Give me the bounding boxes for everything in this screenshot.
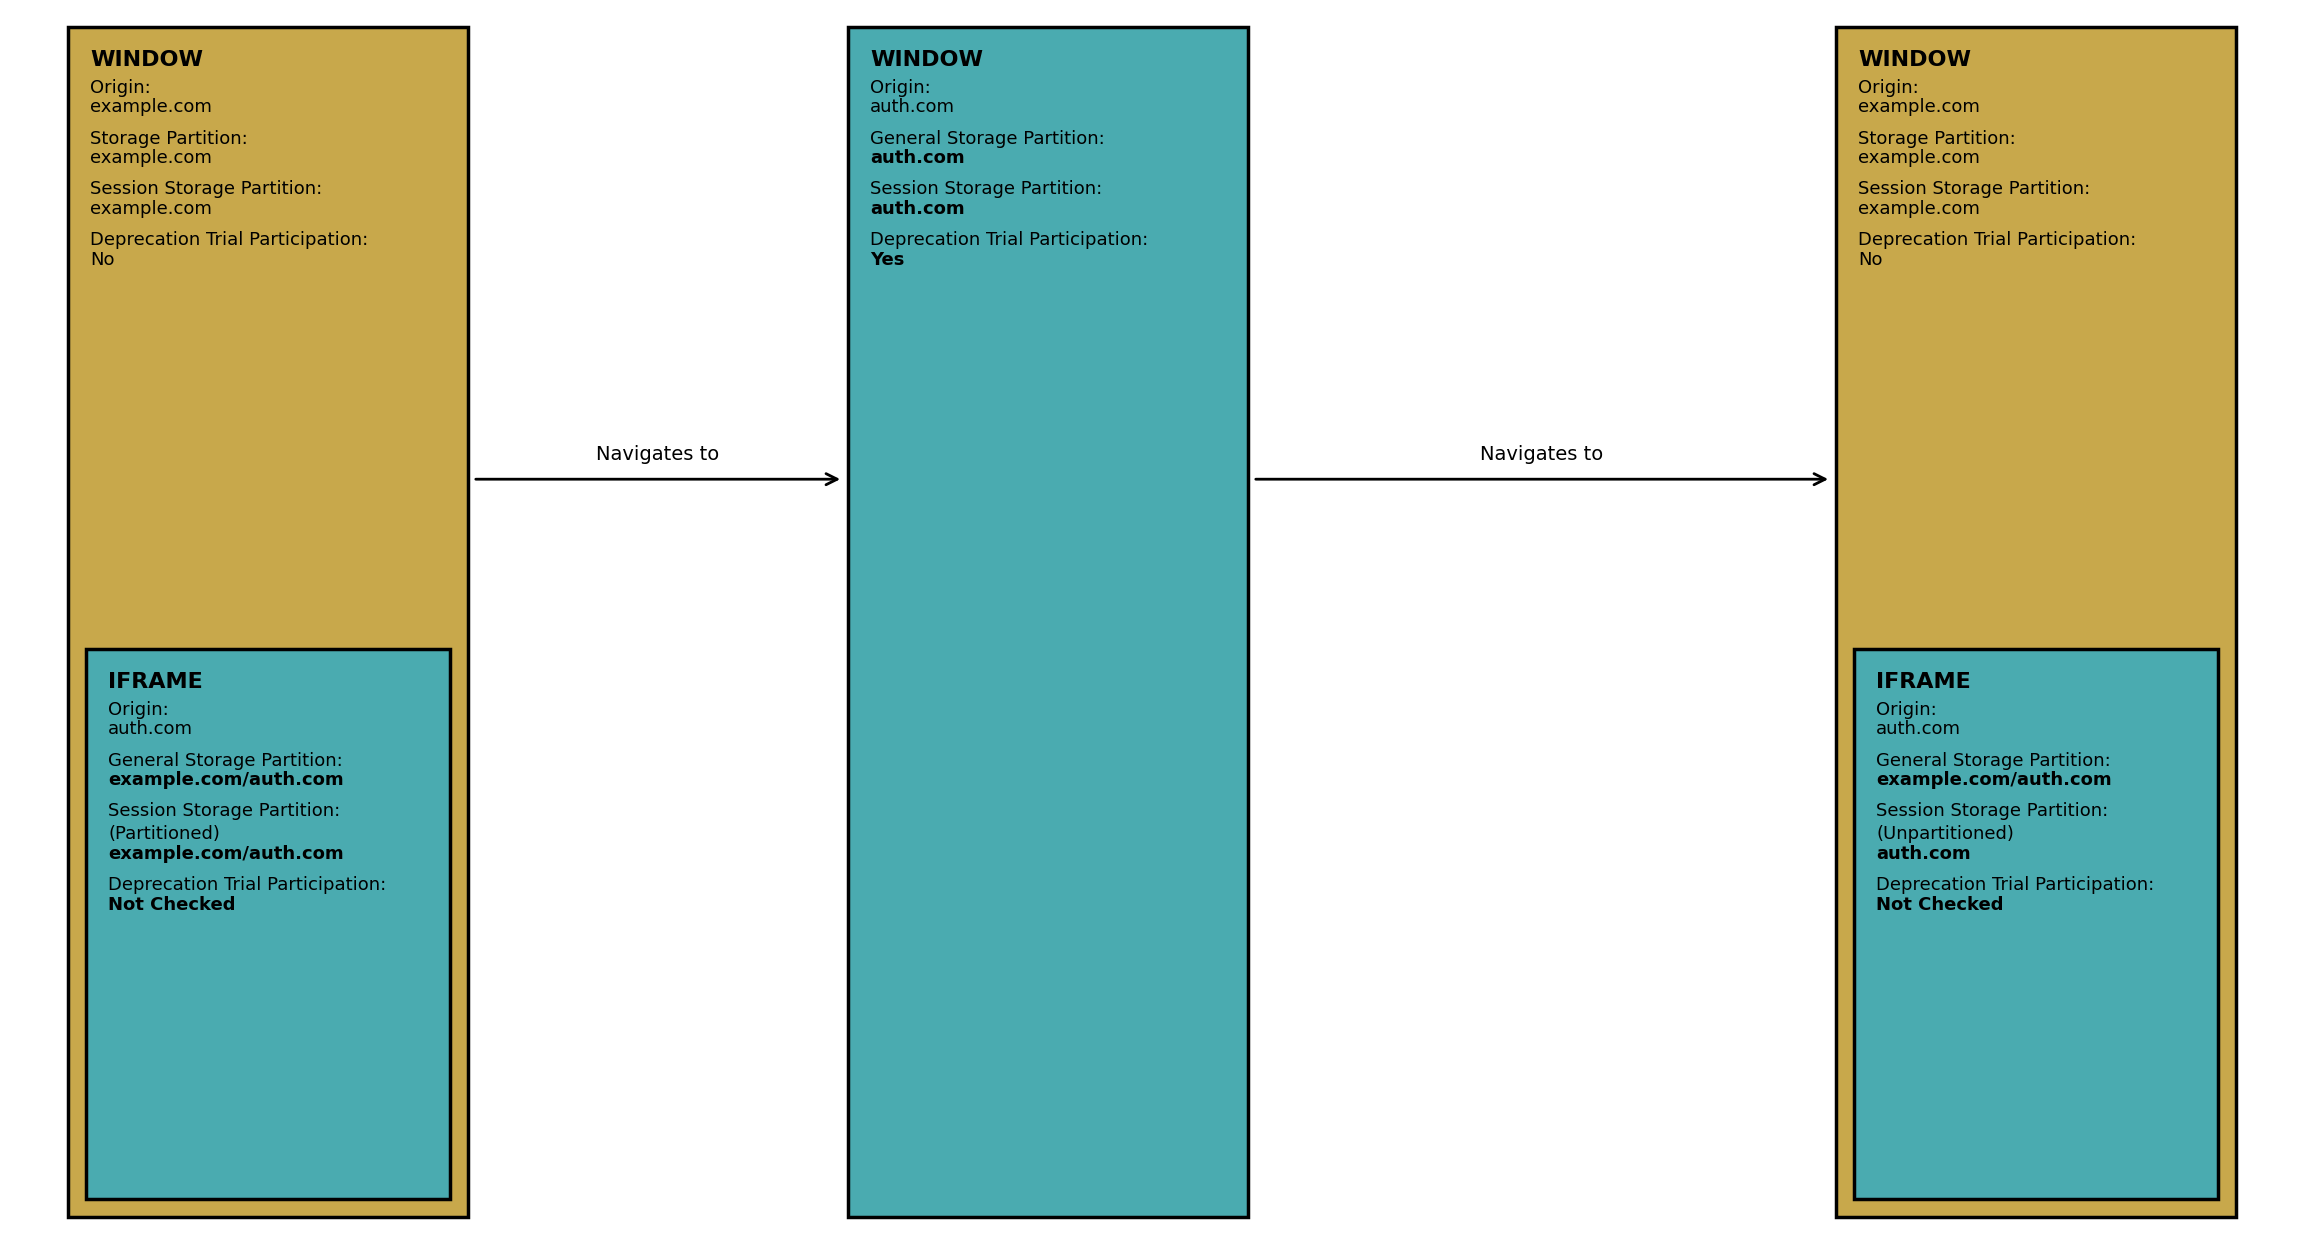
- Text: Session Storage Partition:: Session Storage Partition:: [1877, 802, 2108, 820]
- Text: example.com: example.com: [1859, 200, 1981, 218]
- Text: auth.com: auth.com: [869, 200, 964, 218]
- Text: Deprecation Trial Participation:: Deprecation Trial Participation:: [1877, 876, 2154, 894]
- Text: example.com/auth.com: example.com/auth.com: [108, 845, 344, 863]
- Text: Origin:: Origin:: [1859, 80, 1919, 97]
- Text: Origin:: Origin:: [869, 80, 932, 97]
- Text: Origin:: Origin:: [1877, 702, 1937, 719]
- FancyBboxPatch shape: [849, 27, 1248, 1217]
- Text: WINDOW: WINDOW: [90, 50, 203, 70]
- Text: IFRAME: IFRAME: [108, 672, 203, 692]
- Text: Navigates to: Navigates to: [1480, 445, 1603, 464]
- Text: example.com: example.com: [90, 98, 212, 117]
- Text: Session Storage Partition:: Session Storage Partition:: [869, 180, 1102, 198]
- Text: Session Storage Partition:: Session Storage Partition:: [108, 802, 341, 820]
- FancyBboxPatch shape: [67, 27, 468, 1217]
- FancyBboxPatch shape: [85, 649, 450, 1199]
- Text: No: No: [1859, 250, 1882, 269]
- Text: (Unpartitioned): (Unpartitioned): [1877, 826, 2013, 843]
- Text: IFRAME: IFRAME: [1877, 672, 1972, 692]
- Text: auth.com: auth.com: [1877, 845, 1972, 863]
- Text: WINDOW: WINDOW: [1859, 50, 1972, 70]
- Text: Deprecation Trial Participation:: Deprecation Trial Participation:: [869, 231, 1148, 249]
- Text: Yes: Yes: [869, 250, 904, 269]
- Text: example.com: example.com: [90, 200, 212, 218]
- Text: example.com/auth.com: example.com/auth.com: [1877, 771, 2112, 789]
- Text: auth.com: auth.com: [108, 720, 194, 739]
- Text: example.com: example.com: [90, 149, 212, 167]
- FancyBboxPatch shape: [1836, 27, 2237, 1217]
- Text: Navigates to: Navigates to: [597, 445, 719, 464]
- Text: example.com/auth.com: example.com/auth.com: [108, 771, 344, 789]
- Text: Deprecation Trial Participation:: Deprecation Trial Participation:: [90, 231, 369, 249]
- Text: General Storage Partition:: General Storage Partition:: [1877, 751, 2110, 770]
- Text: General Storage Partition:: General Storage Partition:: [869, 129, 1105, 148]
- Text: (Partitioned): (Partitioned): [108, 826, 219, 843]
- Text: Origin:: Origin:: [90, 80, 150, 97]
- Text: Deprecation Trial Participation:: Deprecation Trial Participation:: [1859, 231, 2135, 249]
- Text: Storage Partition:: Storage Partition:: [90, 129, 247, 148]
- FancyBboxPatch shape: [1854, 649, 2218, 1199]
- Text: Storage Partition:: Storage Partition:: [1859, 129, 2015, 148]
- Text: Session Storage Partition:: Session Storage Partition:: [90, 180, 323, 198]
- Text: WINDOW: WINDOW: [869, 50, 982, 70]
- Text: auth.com: auth.com: [1877, 720, 1960, 739]
- Text: General Storage Partition:: General Storage Partition:: [108, 751, 344, 770]
- Text: example.com: example.com: [1859, 149, 1981, 167]
- Text: Session Storage Partition:: Session Storage Partition:: [1859, 180, 2089, 198]
- Text: No: No: [90, 250, 115, 269]
- Text: example.com: example.com: [1859, 98, 1981, 117]
- Text: auth.com: auth.com: [869, 98, 955, 117]
- Text: Not Checked: Not Checked: [108, 896, 235, 913]
- Text: Not Checked: Not Checked: [1877, 896, 2004, 913]
- Text: Deprecation Trial Participation:: Deprecation Trial Participation:: [108, 876, 385, 894]
- Text: Origin:: Origin:: [108, 702, 168, 719]
- Text: auth.com: auth.com: [869, 149, 964, 167]
